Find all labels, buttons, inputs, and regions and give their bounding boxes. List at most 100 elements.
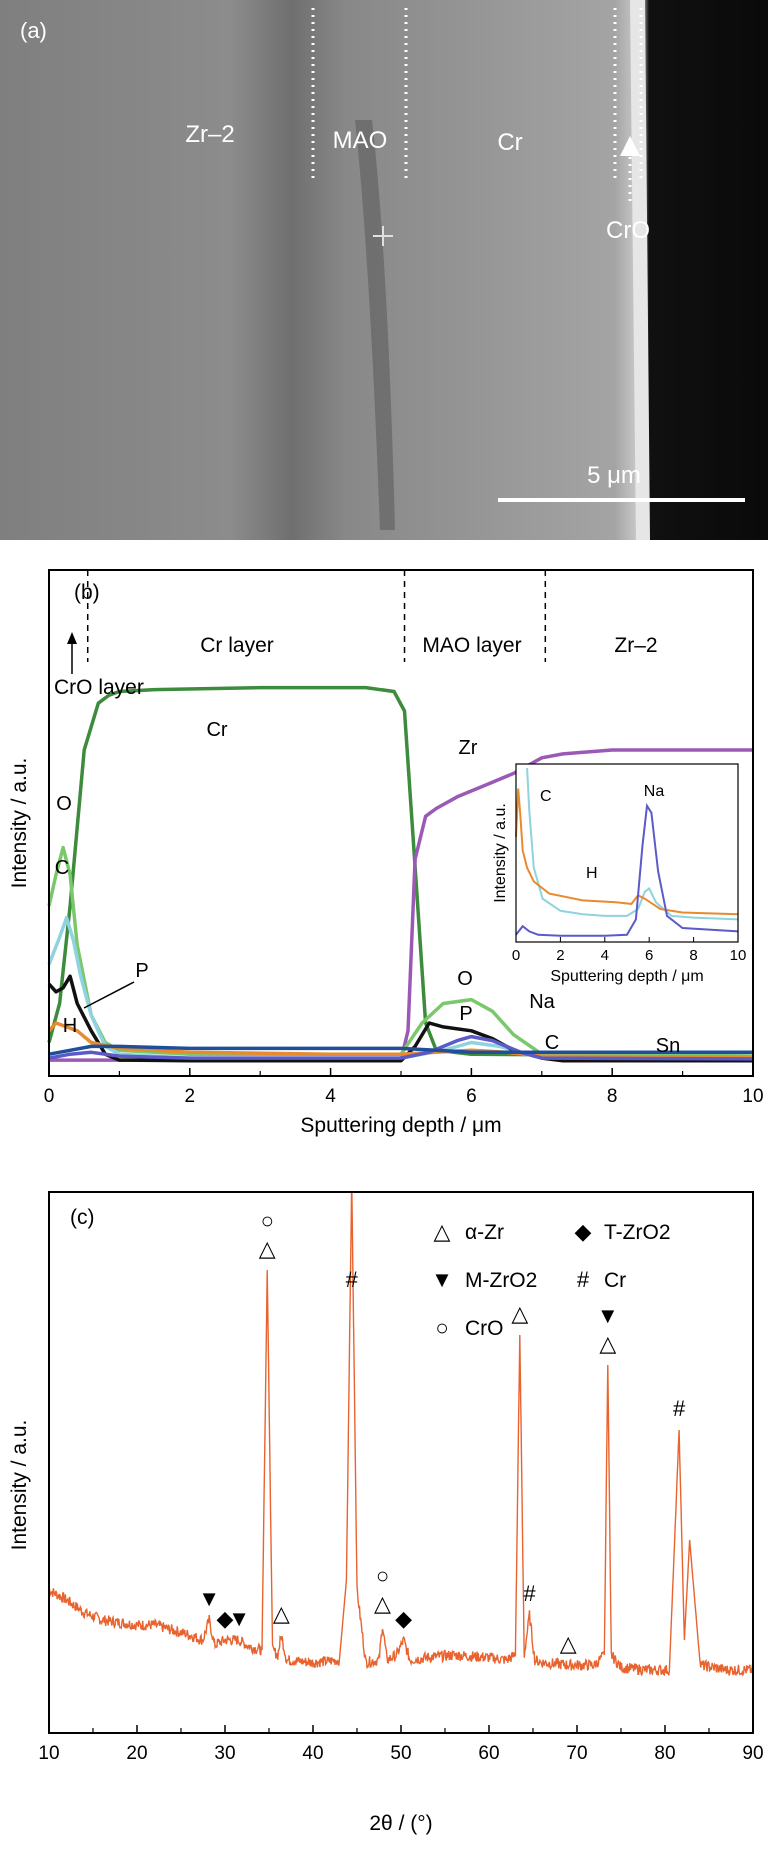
inset-x-tick-label-4: 4 xyxy=(601,947,609,964)
peak-marker-81-6-0: # xyxy=(673,1396,686,1421)
inset-x-label: Sputtering depth / μm xyxy=(550,968,703,985)
peak-marker-34-8-1: ○ xyxy=(261,1208,274,1233)
depth-profile-y-label: Intensity / a.u. xyxy=(8,758,31,889)
depth-profile-panel-label: (b) xyxy=(74,581,100,604)
peak-marker-44-4-0: # xyxy=(346,1267,359,1292)
xrd-plot-area xyxy=(49,1192,753,1677)
series-label-c: C xyxy=(55,857,69,879)
series-line-sn xyxy=(48,1044,753,1056)
inset-x-ticks: 0 2 4 6 8 10 xyxy=(512,937,747,964)
inset-series-label-h: H xyxy=(586,865,598,882)
xrd-y-label: Intensity / a.u. xyxy=(8,1420,31,1551)
legend-cro-label: CrO xyxy=(465,1317,504,1340)
xrd-x-tick-label-60: 60 xyxy=(478,1743,499,1764)
region-cr-label: Cr xyxy=(497,129,522,156)
xrd-panel: 10 20 30 40 50 60 70 80 90 ▼ ◆ ▼ △ △ ○ # △ ○ ◆ △ # △ △ ▼ # 2θ /… xyxy=(0,1185,768,1844)
legend-t-zro2-label: T-ZrO2 xyxy=(604,1221,671,1244)
x-tick-label-2: 2 xyxy=(185,1086,196,1107)
legend-cr-label: Cr xyxy=(604,1269,626,1292)
legend-cro-symbol: ○ xyxy=(435,1315,448,1340)
peak-marker-69-0: △ xyxy=(560,1631,577,1656)
x-tick-label-0: 0 xyxy=(44,1086,55,1107)
xrd-panel-label: (c) xyxy=(70,1206,95,1229)
inset-series-label-c: C xyxy=(540,788,552,805)
cro-edge xyxy=(630,0,650,540)
legend-m-zro2-symbol: ▼ xyxy=(431,1267,453,1292)
peak-marker-36-4-0: △ xyxy=(273,1601,290,1626)
xrd-x-label: 2θ / (°) xyxy=(369,1812,432,1835)
legend-t-zro2-symbol: ◆ xyxy=(575,1219,592,1244)
cro-layer-arrow-icon xyxy=(67,632,77,644)
legend-cr-symbol: # xyxy=(577,1267,590,1292)
series-label-na: Na xyxy=(529,991,555,1013)
series-label-cr: Cr xyxy=(206,719,227,741)
peak-marker-50-3-0: ◆ xyxy=(395,1606,412,1631)
xrd-x-tick-label-10: 10 xyxy=(38,1743,59,1764)
depth-profile-x-ticks: 0 2 4 6 8 10 xyxy=(44,1068,764,1107)
peak-marker-63-5-0: △ xyxy=(511,1301,528,1326)
series-label-c-mao: C xyxy=(545,1032,559,1054)
x-tick-label-6: 6 xyxy=(466,1086,477,1107)
series-line-zr xyxy=(49,748,753,1062)
inset-frame xyxy=(515,763,739,943)
peak-marker-30-0: ◆ xyxy=(217,1606,234,1631)
cro-layer-label: CrO layer xyxy=(54,676,144,699)
legend-alpha-zr-symbol: △ xyxy=(434,1219,451,1244)
depth-profile-panel: 0 2 4 6 8 10 Sputtering depth / μm Intensity … xyxy=(0,552,768,1152)
peak-marker-73-5-1: ▼ xyxy=(597,1303,619,1328)
peak-marker-73-5-0: △ xyxy=(599,1331,616,1356)
mao-layer-label: MAO layer xyxy=(422,634,521,657)
xrd-legend: △ α-Zr ◆ T-ZrO2 ▼ M-ZrO2 # Cr ○ CrO xyxy=(431,1219,670,1340)
depth-profile-chart: 0 2 4 6 8 10 Sputtering depth / μm Intensity … xyxy=(8,569,764,1137)
xrd-x-tick-label-70: 70 xyxy=(566,1743,587,1764)
region-cro-label: CrO xyxy=(606,217,650,244)
mao-streak xyxy=(355,120,395,530)
xrd-x-tick-label-90: 90 xyxy=(742,1743,763,1764)
xrd-x-tick-label-50: 50 xyxy=(390,1743,411,1764)
xrd-frame xyxy=(48,1191,754,1734)
xrd-pattern-line xyxy=(49,1192,753,1677)
inset-x-tick-label-10: 10 xyxy=(730,947,747,964)
series-label-p-pointer xyxy=(83,981,135,1009)
x-tick-label-10: 10 xyxy=(742,1086,763,1107)
sem-image: (a) Zr–2 MAO Cr CrO 5 μm xyxy=(0,0,768,540)
inset-series-label-na: Na xyxy=(644,783,665,800)
xrd-x-tick-label-40: 40 xyxy=(302,1743,323,1764)
peak-marker-64-6-0: # xyxy=(523,1581,536,1606)
cr-layer-label: Cr layer xyxy=(200,634,274,657)
series-label-zr: Zr xyxy=(459,737,478,759)
inset-series-line-na xyxy=(515,802,739,937)
inset-x-tick-label-6: 6 xyxy=(645,947,653,964)
series-label-sn: Sn xyxy=(656,1035,680,1057)
depth-profile-plot-area xyxy=(47,570,754,1063)
sem-image-panel: (a) Zr–2 MAO Cr CrO 5 μm xyxy=(0,0,768,540)
peak-marker-34-8-0: △ xyxy=(259,1236,276,1261)
peak-marker-31-6-0: ▼ xyxy=(228,1606,250,1631)
inset-chart xyxy=(515,764,739,942)
legend-m-zro2-label: M-ZrO2 xyxy=(465,1269,537,1292)
region-mao-label: MAO xyxy=(333,127,388,154)
peak-marker-28-2-0: ▼ xyxy=(198,1586,220,1611)
x-tick-label-4: 4 xyxy=(325,1086,336,1107)
xrd-x-ticks: 10 20 30 40 50 60 70 80 90 xyxy=(38,1725,764,1764)
series-label-o: O xyxy=(56,793,72,815)
xrd-peak-markers: ▼◆▼ △△○#△○◆△#△△▼# xyxy=(198,1208,686,1656)
inset-y-label: Intensity / a.u. xyxy=(492,803,509,903)
x-tick-label-8: 8 xyxy=(607,1086,618,1107)
region-zr2-label: Zr–2 xyxy=(185,121,234,148)
peak-marker-47-9-1: ○ xyxy=(376,1563,389,1588)
peak-marker-47-9-0: △ xyxy=(374,1591,391,1616)
xrd-x-tick-label-80: 80 xyxy=(654,1743,675,1764)
scale-bar-label: 5 μm xyxy=(587,462,641,489)
inset-x-tick-label-2: 2 xyxy=(556,947,564,964)
series-label-h: H xyxy=(63,1015,77,1037)
xrd-chart: 10 20 30 40 50 60 70 80 90 ▼◆▼ △△○#△○◆△#△△▼# 2θ /… xyxy=(8,1191,764,1835)
xrd-x-tick-label-30: 30 xyxy=(214,1743,235,1764)
series-line-cr xyxy=(47,685,754,1058)
cro-arrow-icon xyxy=(620,136,640,156)
legend-alpha-zr-label: α-Zr xyxy=(465,1221,504,1244)
series-label-p: P xyxy=(135,960,148,982)
panel-a-label: (a) xyxy=(20,18,47,43)
xrd-x-tick-label-20: 20 xyxy=(126,1743,147,1764)
series-label-p-mao: P xyxy=(459,1003,472,1025)
